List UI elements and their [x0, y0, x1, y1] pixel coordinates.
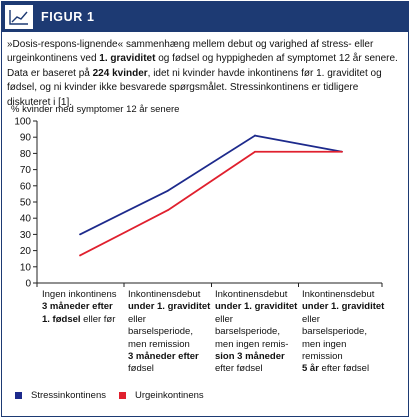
x-category-text: sion 3 måneder — [215, 351, 285, 363]
x-category-text: Ingen inkontinens — [42, 289, 117, 300]
y-tick-label: 100 — [14, 117, 31, 128]
x-category-text: Inkontinensdebut — [302, 289, 375, 300]
caption-text: og fødsel og hyppigheden af symptomet 12… — [7, 53, 398, 79]
y-axis-label: % kvinder med symptomer 12 år senere — [11, 104, 180, 115]
caption-text: , idet ni kvinder havde inkontinens før … — [7, 67, 382, 108]
chart-logo-icon — [5, 5, 33, 29]
legend-swatch — [119, 392, 126, 399]
x-category-text: 3 måneder efter — [128, 351, 199, 363]
data-point — [341, 150, 343, 153]
x-category-text: under 1. graviditet — [128, 301, 211, 313]
figure-label: FIGUR 1 — [41, 10, 95, 24]
series-line-urgeinkontinens — [79, 150, 342, 257]
x-category-text: 1. fødsel — [42, 313, 81, 325]
figure-header: FIGUR 1 — [2, 2, 408, 32]
y-tick-label: 70 — [20, 165, 32, 176]
x-category-text: under 1. graviditet — [215, 301, 298, 313]
y-tick-label: 20 — [20, 246, 32, 257]
y-tick-label: 90 — [20, 133, 32, 144]
caption-text: 1. graviditet — [99, 53, 156, 65]
x-category-text: men remission — [128, 338, 190, 350]
data-point — [79, 233, 81, 236]
x-category-text: under 1. graviditet — [302, 301, 385, 313]
y-tick-label: 40 — [20, 214, 32, 225]
x-category-text: 3 måneder efter — [42, 301, 113, 313]
x-category-text: men ingen remis- — [215, 338, 289, 350]
x-category-label: Inkontinensdebut under 1. graviditet eller… — [302, 289, 386, 376]
legend-label: Stressinkontinens — [31, 390, 106, 401]
data-point — [254, 134, 256, 137]
x-category-text: 5 år — [302, 363, 319, 375]
legend-item: Stressinkontinens — [15, 390, 106, 401]
data-point — [79, 254, 81, 257]
caption-text: »Dosis-respons-lignende« sammenhæng mell… — [7, 39, 374, 65]
x-category-text: fødsel — [128, 363, 154, 375]
figure-caption: »Dosis-respons-lignende« sammenhæng mell… — [7, 38, 403, 110]
legend-swatch — [15, 392, 22, 399]
x-category-text: efter fødsel — [215, 363, 263, 375]
data-point — [167, 209, 169, 212]
x-category-text: Inkontinensdebut — [128, 289, 201, 300]
x-category-text: eller barselsperiode, — [215, 313, 280, 338]
y-tick-label: 80 — [20, 149, 32, 160]
data-point — [167, 189, 169, 192]
x-category-text: men ingen remission — [302, 338, 347, 363]
data-point — [254, 150, 256, 153]
x-category-label: Inkontinensdebut under 1. graviditet eller… — [128, 289, 212, 376]
x-category-label: Inkontinensdebut under 1. graviditet eller… — [215, 289, 299, 376]
y-tick-label: 10 — [20, 262, 32, 273]
y-tick-label: 30 — [20, 230, 32, 241]
series-line-stressinkontinens — [79, 134, 343, 236]
y-tick-label: 0 — [25, 279, 31, 290]
legend-item: Urgeinkontinens — [119, 390, 204, 401]
x-category-text: eller barselsperiode, — [128, 313, 193, 338]
x-category-text: Inkontinensdebut — [215, 289, 288, 300]
y-tick-label: 50 — [20, 198, 32, 209]
legend-label: Urgeinkontinens — [135, 390, 204, 401]
x-category-text: eller før — [80, 313, 116, 325]
x-category-text: eller barselsperiode, — [302, 313, 367, 338]
x-category-label: Ingen inkontinens 3 måneder efter 1. fødse… — [42, 289, 126, 326]
x-category-text: efter fødsel — [318, 363, 370, 375]
y-tick-label: 60 — [20, 181, 32, 192]
caption-text: 224 kvinder — [92, 67, 148, 79]
